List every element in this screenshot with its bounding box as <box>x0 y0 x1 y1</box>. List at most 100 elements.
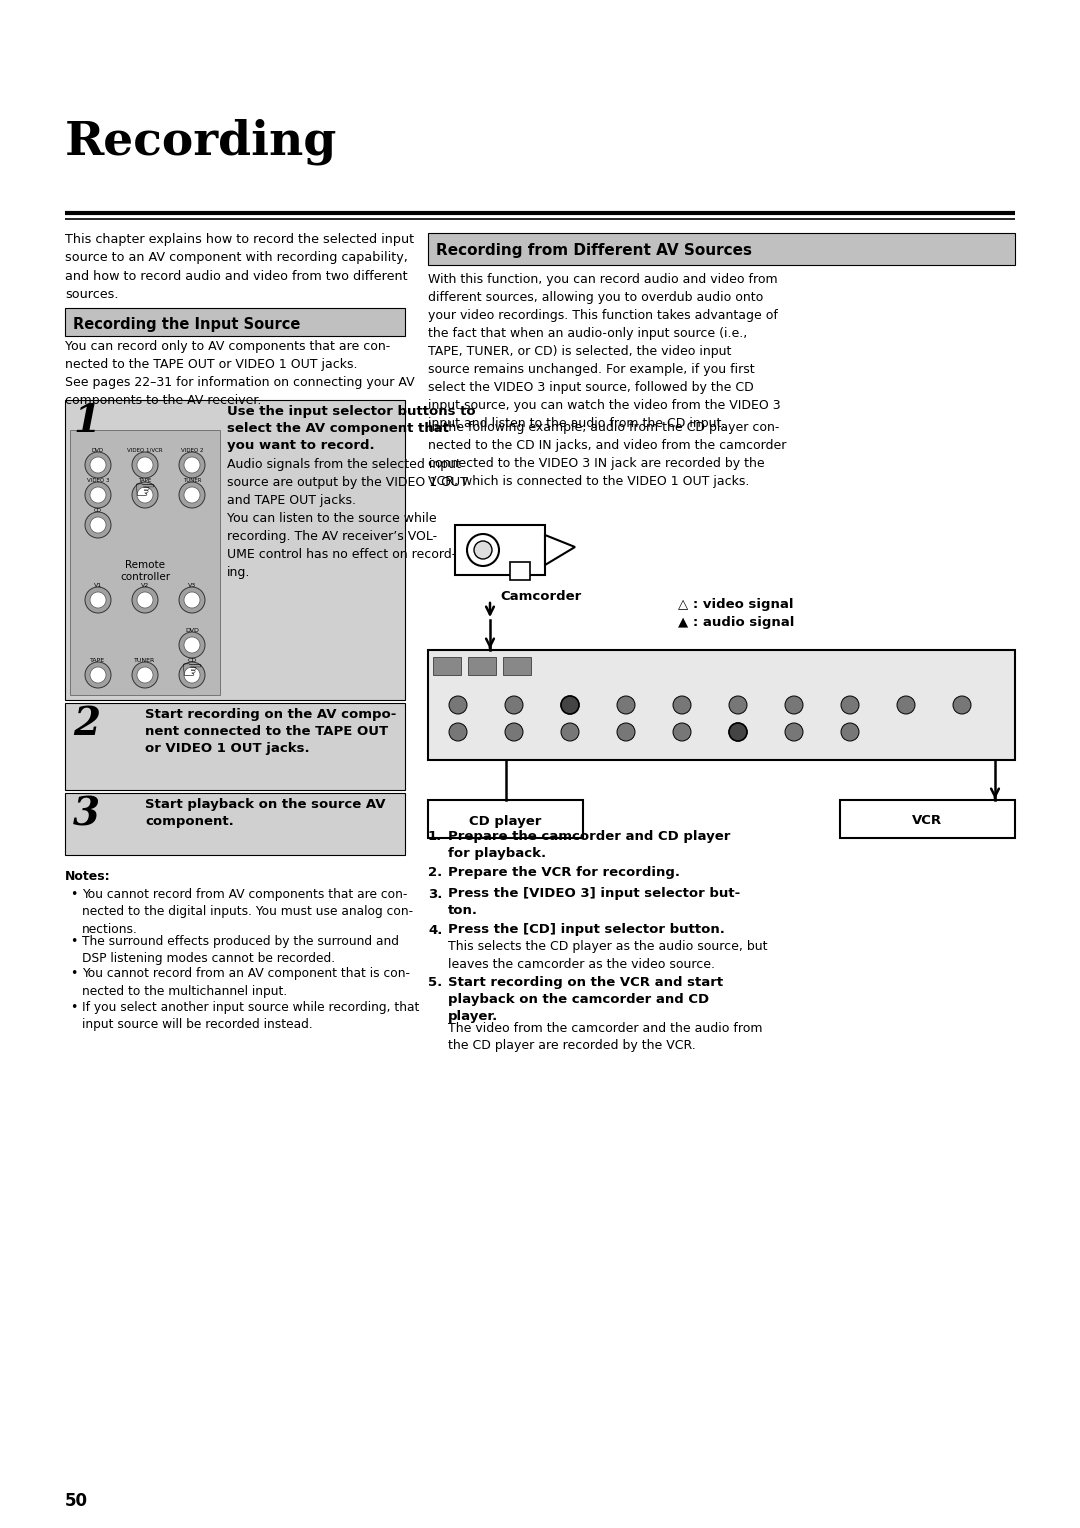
Text: DVD: DVD <box>185 628 199 633</box>
Circle shape <box>561 695 579 714</box>
Circle shape <box>729 723 747 741</box>
Circle shape <box>90 457 106 474</box>
Text: Recording: Recording <box>65 119 337 165</box>
FancyBboxPatch shape <box>455 526 545 575</box>
Text: 1.: 1. <box>428 830 442 843</box>
FancyBboxPatch shape <box>65 309 405 336</box>
Circle shape <box>137 487 153 503</box>
FancyBboxPatch shape <box>510 562 530 581</box>
Text: DVD: DVD <box>92 448 104 452</box>
Text: Recording from Different AV Sources: Recording from Different AV Sources <box>436 243 752 258</box>
Text: ☞: ☞ <box>134 478 157 503</box>
Text: If you select another input source while recording, that
input source will be re: If you select another input source while… <box>82 1001 419 1031</box>
Text: •: • <box>70 888 78 902</box>
Text: Recording the Input Source: Recording the Input Source <box>73 316 300 332</box>
Circle shape <box>85 587 111 613</box>
Circle shape <box>841 723 859 741</box>
Circle shape <box>841 695 859 714</box>
Text: Prepare the VCR for recording.: Prepare the VCR for recording. <box>448 866 680 879</box>
Circle shape <box>85 481 111 507</box>
Text: V3: V3 <box>188 584 197 588</box>
FancyBboxPatch shape <box>840 801 1015 837</box>
Circle shape <box>897 695 915 714</box>
Circle shape <box>729 723 747 741</box>
FancyBboxPatch shape <box>70 429 220 695</box>
Circle shape <box>184 457 200 474</box>
Circle shape <box>85 662 111 688</box>
Text: VCR: VCR <box>913 814 943 828</box>
Text: You cannot record from AV components that are con-
nected to the digital inputs.: You cannot record from AV components tha… <box>82 888 414 937</box>
Circle shape <box>179 662 205 688</box>
Text: 1: 1 <box>73 402 100 440</box>
Text: The video from the camcorder and the audio from
the CD player are recorded by th: The video from the camcorder and the aud… <box>448 1022 762 1051</box>
Circle shape <box>673 695 691 714</box>
Text: VIDEO 2: VIDEO 2 <box>180 448 203 452</box>
Circle shape <box>137 591 153 608</box>
Circle shape <box>179 633 205 659</box>
Text: You cannot record from an AV component that is con-
nected to the multichannel i: You cannot record from an AV component t… <box>82 967 410 998</box>
Text: 50: 50 <box>65 1491 87 1510</box>
FancyBboxPatch shape <box>428 801 583 837</box>
Circle shape <box>179 452 205 478</box>
Text: •: • <box>70 1001 78 1013</box>
Text: The surround effects produced by the surround and
DSP listening modes cannot be : The surround effects produced by the sur… <box>82 935 399 966</box>
Circle shape <box>85 512 111 538</box>
Circle shape <box>474 541 492 559</box>
Circle shape <box>561 695 579 714</box>
Text: You can record only to AV components that are con-
nected to the TAPE OUT or VID: You can record only to AV components tha… <box>65 341 415 406</box>
Text: Start playback on the source AV
component.: Start playback on the source AV componen… <box>145 798 386 828</box>
Circle shape <box>953 695 971 714</box>
Circle shape <box>85 452 111 478</box>
FancyBboxPatch shape <box>65 400 405 700</box>
Text: TUNER: TUNER <box>134 659 156 663</box>
Circle shape <box>90 516 106 533</box>
Text: Notes:: Notes: <box>65 869 110 883</box>
Text: Prepare the camcorder and CD player
for playback.: Prepare the camcorder and CD player for … <box>448 830 730 860</box>
FancyBboxPatch shape <box>433 657 461 675</box>
Text: This chapter explains how to record the selected input
source to an AV component: This chapter explains how to record the … <box>65 232 414 301</box>
Circle shape <box>184 487 200 503</box>
Circle shape <box>132 587 158 613</box>
Text: TAPE: TAPE <box>91 659 106 663</box>
Text: 4.: 4. <box>428 923 443 937</box>
Polygon shape <box>545 535 575 565</box>
Text: •: • <box>70 967 78 981</box>
Circle shape <box>561 723 579 741</box>
Text: △ : video signal: △ : video signal <box>678 597 794 611</box>
Text: ☞: ☞ <box>180 659 203 683</box>
Circle shape <box>673 723 691 741</box>
Text: V1: V1 <box>94 584 103 588</box>
Circle shape <box>137 668 153 683</box>
Circle shape <box>90 487 106 503</box>
Text: Start recording on the AV compo-
nent connected to the TAPE OUT
or VIDEO 1 OUT j: Start recording on the AV compo- nent co… <box>145 707 396 755</box>
Text: Press the [CD] input selector button.: Press the [CD] input selector button. <box>448 923 725 937</box>
Text: TAPE: TAPE <box>138 478 151 483</box>
Circle shape <box>132 481 158 507</box>
Text: •: • <box>70 935 78 947</box>
Circle shape <box>729 695 747 714</box>
Text: Camcorder: Camcorder <box>500 590 581 604</box>
Circle shape <box>179 587 205 613</box>
Circle shape <box>132 452 158 478</box>
Text: This selects the CD player as the audio source, but
leaves the camcorder as the : This selects the CD player as the audio … <box>448 940 768 970</box>
Circle shape <box>785 723 804 741</box>
FancyBboxPatch shape <box>468 657 496 675</box>
Circle shape <box>90 591 106 608</box>
Circle shape <box>449 723 467 741</box>
Circle shape <box>449 695 467 714</box>
Text: With this function, you can record audio and video from
different sources, allow: With this function, you can record audio… <box>428 274 781 429</box>
Text: 2.: 2. <box>428 866 442 879</box>
Text: VIDEO 3: VIDEO 3 <box>86 478 109 483</box>
Text: In the following example, audio from the CD player con-
nected to the CD IN jack: In the following example, audio from the… <box>428 422 786 487</box>
Circle shape <box>137 457 153 474</box>
Text: V2: V2 <box>140 584 149 588</box>
Text: Start recording on the VCR and start
playback on the camcorder and CD
player.: Start recording on the VCR and start pla… <box>448 976 724 1024</box>
Text: 3: 3 <box>73 795 100 833</box>
Circle shape <box>785 695 804 714</box>
Circle shape <box>184 637 200 652</box>
Circle shape <box>132 662 158 688</box>
Text: Press the [VIDEO 3] input selector but-
ton.: Press the [VIDEO 3] input selector but- … <box>448 888 740 917</box>
Text: CD: CD <box>94 507 102 513</box>
Circle shape <box>90 668 106 683</box>
FancyBboxPatch shape <box>428 649 1015 759</box>
